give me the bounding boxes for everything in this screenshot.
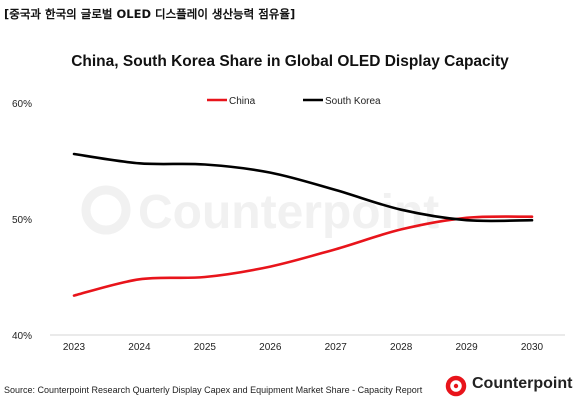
brand-name: Counterpoint	[472, 375, 573, 392]
y-axis: 40% 50% 60%	[12, 99, 32, 342]
x-tick-label: 2024	[128, 342, 151, 353]
source-note: Source: Counterpoint Research Quarterly …	[4, 385, 423, 395]
legend-label-south-korea: South Korea	[325, 96, 381, 107]
counterpoint-logo-icon	[445, 375, 467, 397]
x-tick-label: 2027	[325, 342, 348, 353]
legend-label-china: China	[229, 96, 256, 107]
legend: China South Korea	[207, 96, 381, 107]
x-tick-label: 2025	[194, 342, 217, 353]
chart-title: China, South Korea Share in Global OLED …	[71, 53, 509, 70]
y-tick-label: 60%	[12, 99, 32, 110]
watermark: Counterpoint	[81, 185, 439, 239]
y-tick-label: 40%	[12, 331, 32, 342]
watermark-logo-icon	[81, 185, 131, 235]
series-line-south-korea	[72, 152, 534, 223]
x-axis: 2023 2024 2025 2026 2027 2028 2029 2030	[63, 342, 544, 353]
watermark-text: Counterpoint	[138, 186, 439, 239]
series-layer	[72, 152, 534, 297]
x-tick-label: 2026	[259, 342, 282, 353]
korean-title: [중국과 한국의 글로벌 OLED 디스플레이 생산능력 점유율]	[4, 7, 296, 21]
x-tick-label: 2030	[521, 342, 544, 353]
x-tick-label: 2028	[390, 342, 413, 353]
x-tick-label: 2029	[455, 342, 478, 353]
x-tick-label: 2023	[63, 342, 86, 353]
y-tick-label: 50%	[12, 215, 32, 226]
